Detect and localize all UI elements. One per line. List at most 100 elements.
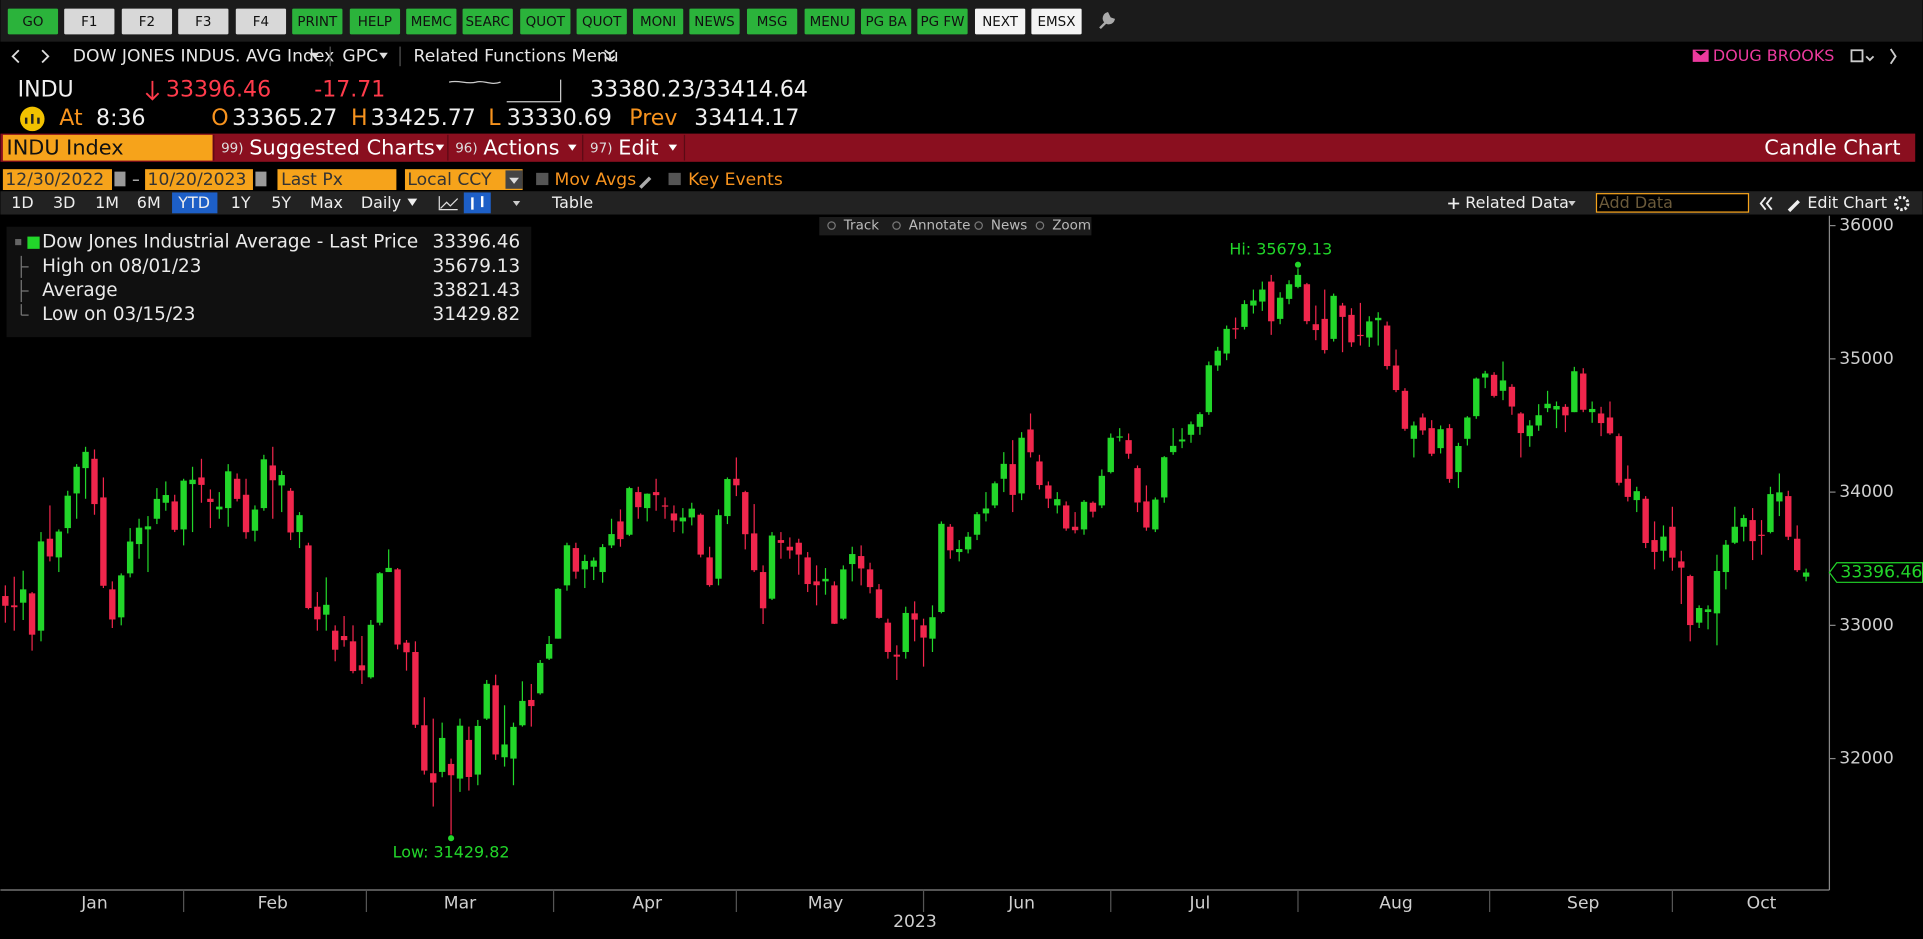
- candle-body: [1018, 437, 1025, 494]
- toolbar-button[interactable]: [462, 8, 513, 35]
- security-field[interactable]: [2, 134, 213, 161]
- price-type[interactable]: Last Px: [281, 170, 343, 190]
- chart-tool[interactable]: Zoom: [1052, 218, 1091, 234]
- toolbar-button-label[interactable]: SEARC: [466, 14, 510, 30]
- period-menu[interactable]: Daily: [361, 193, 401, 212]
- toolbar-button-label[interactable]: F2: [139, 14, 155, 30]
- toolbar-button[interactable]: [746, 8, 798, 35]
- menu-number[interactable]: 96): [455, 140, 477, 156]
- currency-field[interactable]: [404, 169, 523, 191]
- toolbar-button[interactable]: [406, 8, 457, 35]
- toolbar-button-label[interactable]: NEWS: [694, 14, 734, 30]
- security-menu[interactable]: DOW JONES INDUS. AVG Index: [73, 46, 335, 66]
- candle-body: [1508, 386, 1516, 407]
- toolbar-button[interactable]: [974, 8, 1026, 35]
- candle-body: [661, 505, 669, 507]
- related-data-button[interactable]: Related Data: [1465, 193, 1569, 212]
- range-button[interactable]: 1Y: [231, 193, 251, 212]
- legend-toggle[interactable]: [15, 239, 22, 246]
- toolbar-button-label[interactable]: F4: [253, 14, 269, 30]
- chart-tool[interactable]: Annotate: [909, 218, 971, 234]
- toolbar-button[interactable]: [804, 8, 855, 35]
- currency[interactable]: Local CCY: [407, 170, 492, 190]
- toolbar-button-label[interactable]: QUOT: [582, 14, 622, 30]
- toolbar-button[interactable]: [917, 8, 968, 35]
- candle-body: [430, 773, 437, 783]
- price-field[interactable]: [277, 169, 397, 191]
- high-label: H: [351, 106, 368, 131]
- calendar-icon[interactable]: [114, 171, 126, 187]
- candle-body: [1000, 463, 1007, 479]
- menu-number[interactable]: 97): [590, 140, 612, 156]
- toolbar-button-label[interactable]: GO: [22, 14, 43, 30]
- menu-item[interactable]: Actions: [483, 135, 559, 159]
- toolbar-button-label[interactable]: EMSX: [1038, 14, 1076, 30]
- chart-tool[interactable]: News: [991, 218, 1027, 234]
- range-button[interactable]: 1D: [11, 193, 33, 212]
- toolbar-button-label[interactable]: MEMC: [411, 14, 452, 30]
- toolbar-button-label[interactable]: QUOT: [526, 14, 566, 30]
- candle-chart-icon[interactable]: [463, 192, 491, 214]
- toolbar-button-label[interactable]: MONI: [640, 14, 676, 30]
- toolbar-button[interactable]: [689, 8, 740, 35]
- checkbox[interactable]: [668, 172, 681, 186]
- range-button[interactable]: 3D: [53, 193, 75, 212]
- toolbar-button[interactable]: [7, 8, 59, 35]
- add-data-field[interactable]: [1595, 193, 1750, 213]
- key-events-toggle[interactable]: Key Events: [688, 170, 783, 190]
- table-button[interactable]: Table: [551, 193, 593, 212]
- y-tick-label: 35000: [1839, 349, 1894, 369]
- candle-body: [1401, 390, 1409, 429]
- end-date-field-bg[interactable]: [145, 169, 253, 191]
- candle-body: [46, 538, 54, 557]
- range-button[interactable]: 1M: [95, 193, 119, 212]
- toolbar-button-label[interactable]: NEXT: [982, 14, 1019, 30]
- related-functions-menu[interactable]: Related Functions Menu: [414, 46, 619, 66]
- toolbar-button[interactable]: [860, 8, 912, 35]
- toolbar-button-label[interactable]: MSG: [757, 14, 788, 30]
- toolbar-button[interactable]: [1031, 8, 1082, 35]
- candle-body: [929, 617, 936, 639]
- toolbar-button-label[interactable]: PRINT: [297, 14, 338, 30]
- chart-tool[interactable]: Track: [843, 218, 879, 234]
- toolbar-button-label[interactable]: F3: [195, 14, 211, 30]
- legend-label: Dow Jones Industrial Average - Last Pric…: [42, 232, 418, 253]
- legend-value: 33821.43: [433, 280, 521, 301]
- range-button[interactable]: 5Y: [271, 193, 291, 212]
- range-button[interactable]: 6M: [137, 193, 161, 212]
- toolbar-button-label[interactable]: MENU: [810, 14, 850, 30]
- toolbar-button[interactable]: [576, 8, 627, 35]
- toolbar-button[interactable]: [64, 8, 115, 35]
- toolbar-button[interactable]: [178, 8, 229, 35]
- toolbar-button[interactable]: [292, 8, 343, 35]
- range-button[interactable]: Max: [310, 193, 343, 212]
- calendar-icon[interactable]: [255, 171, 267, 187]
- toolbar-button-label[interactable]: F1: [81, 14, 97, 30]
- menu-number[interactable]: 99): [221, 140, 243, 156]
- range-button[interactable]: YTD: [177, 193, 210, 212]
- dropdown-caret: [435, 144, 445, 151]
- toolbar-button[interactable]: [121, 8, 173, 35]
- toolbar-button-label[interactable]: HELP: [358, 14, 392, 30]
- add-data-placeholder[interactable]: Add Data: [1599, 193, 1673, 212]
- toolbar-button[interactable]: [520, 8, 571, 35]
- candle-body: [305, 545, 312, 609]
- toolbar-button[interactable]: [632, 8, 684, 35]
- checkbox[interactable]: [536, 172, 549, 186]
- edit-chart-button[interactable]: Edit Chart: [1807, 193, 1887, 212]
- toolbar-button-label[interactable]: PG BA: [865, 14, 907, 30]
- candle-body: [1187, 424, 1195, 435]
- menu-item[interactable]: Suggested Charts: [249, 135, 434, 159]
- end-date[interactable]: 10/20/2023: [148, 170, 247, 190]
- toolbar-button[interactable]: [235, 8, 287, 35]
- function-menu[interactable]: GPC: [342, 46, 378, 66]
- user-name[interactable]: DOUG BROOKS: [1713, 46, 1834, 65]
- toolbar-button-label[interactable]: PG FW: [921, 14, 965, 30]
- range-selected[interactable]: [172, 192, 218, 214]
- menu-item[interactable]: Edit: [618, 135, 658, 159]
- toolbar-button[interactable]: [349, 8, 401, 35]
- mov-avgs-toggle[interactable]: Mov Avgs: [555, 170, 637, 190]
- security-field-text[interactable]: INDU Index: [7, 135, 124, 159]
- start-date[interactable]: 12/30/2022: [5, 170, 104, 190]
- start-date-field[interactable]: [2, 169, 112, 191]
